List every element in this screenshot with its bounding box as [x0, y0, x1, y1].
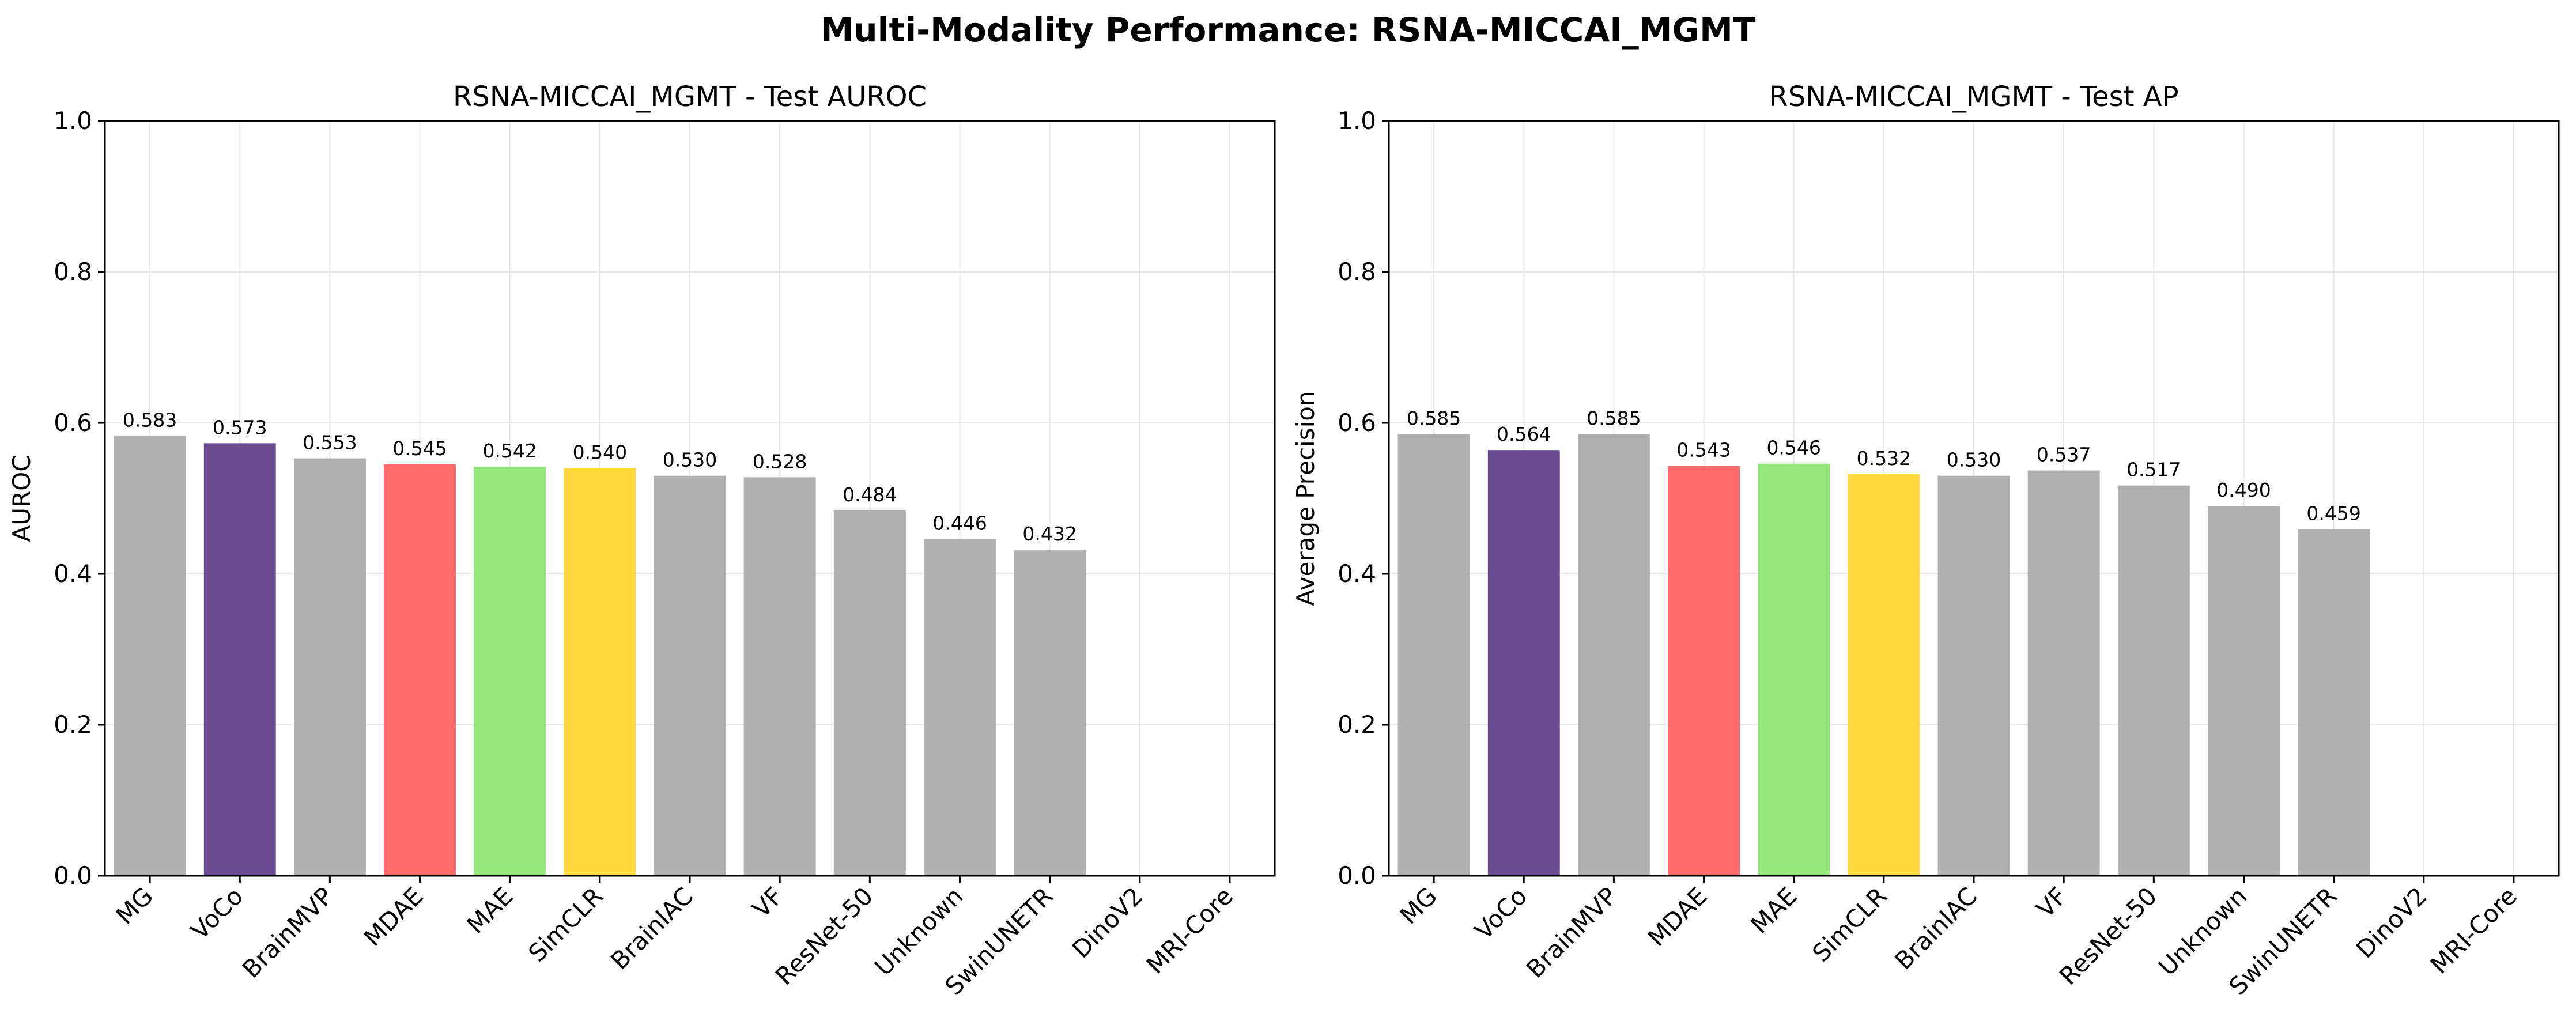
auroc-ytick-label: 1.0 — [54, 107, 92, 135]
ap-bar-swinunetr — [2298, 529, 2370, 876]
ap-bar-simclr — [1848, 474, 1920, 876]
auroc-xtick-label: MG — [111, 882, 158, 929]
auroc-bar-mdae — [384, 464, 456, 876]
ap-xtick-label: MRI-Core — [2425, 882, 2522, 979]
auroc-xtick-label: DinoV2 — [1067, 882, 1149, 963]
ap-ytick-label: 0.4 — [1338, 559, 1376, 588]
ap-xtick-label: VoCo — [1470, 882, 1533, 945]
auroc-bar-unknown — [924, 539, 996, 876]
ap-bar-unknown — [2208, 506, 2280, 876]
auroc-xtick-label: MDAE — [358, 882, 429, 952]
ap-panel-title: RSNA-MICCAI_MGMT - Test AP — [1769, 81, 2178, 113]
ap-xtick-label: DinoV2 — [2351, 882, 2433, 963]
auroc-bar-swinunetr — [1014, 550, 1086, 876]
ap-xtick-label: MDAE — [1642, 882, 1713, 952]
ap-value-label: 0.532 — [1857, 447, 1911, 470]
auroc-value-label: 0.484 — [843, 483, 897, 506]
auroc-xtick-label: ResNet-50 — [770, 882, 878, 990]
auroc-xtick-label: BrainMVP — [237, 882, 338, 983]
ap-bar-brainiac — [1937, 475, 2010, 876]
ap-ytick-label: 0.2 — [1338, 710, 1376, 739]
ap-bar-mae — [1758, 463, 1830, 876]
auroc-value-label: 0.573 — [213, 416, 267, 438]
auroc-xtick-label: BrainIAC — [605, 882, 698, 975]
ap-xtick-label: BrainMVP — [1521, 882, 1622, 983]
auroc-value-label: 0.530 — [663, 449, 717, 471]
ap-xtick-label: VF — [2031, 882, 2072, 923]
auroc-value-label: 0.528 — [753, 450, 807, 472]
ap-bar-brainmvp — [1577, 434, 1650, 876]
auroc-bar-brainmvp — [293, 458, 366, 876]
ap-ytick-label: 0.8 — [1338, 258, 1376, 286]
ap-value-label: 0.530 — [1947, 449, 2001, 471]
ap-value-label: 0.546 — [1766, 437, 1820, 459]
ap-ytick-label: 0.6 — [1338, 409, 1376, 437]
ap-xtick-label: ResNet-50 — [2054, 882, 2162, 990]
auroc-bar-brainiac — [654, 475, 726, 876]
ap-ylabel: Average Precision — [1291, 391, 1320, 606]
auroc-bar-mg — [114, 436, 186, 876]
auroc-value-label: 0.542 — [482, 440, 537, 462]
figure-suptitle: Multi-Modality Performance: RSNA-MICCAI_… — [821, 10, 1756, 50]
auroc-value-label: 0.553 — [303, 432, 357, 454]
auroc-xtick-label: VoCo — [186, 882, 249, 945]
ap-bar-resnet-50 — [2117, 485, 2190, 876]
ap-bar-vf — [2027, 470, 2100, 876]
ap-bar-voco — [1487, 450, 1560, 876]
ap-value-label: 0.537 — [2037, 444, 2091, 466]
auroc-ytick-label: 0.0 — [54, 861, 92, 890]
ap-value-label: 0.490 — [2216, 479, 2271, 501]
ap-panel: 0.585 0.564 0.585 0.543 0.546 0.532 0.530 0.537… — [1291, 81, 2560, 1001]
auroc-ytick-label: 0.6 — [54, 409, 92, 437]
ap-ytick-label: 1.0 — [1338, 107, 1376, 135]
ap-xtick-label: MG — [1395, 882, 1442, 929]
ap-xtick-label: MAE — [1745, 882, 1802, 939]
auroc-xtick-label: SimCLR — [523, 882, 609, 967]
ap-value-label: 0.585 — [1587, 407, 1641, 430]
auroc-bar-mae — [474, 466, 546, 876]
ap-ytick-label: 0.0 — [1338, 861, 1376, 890]
auroc-value-label: 0.540 — [573, 441, 627, 464]
auroc-panel: 0.583 0.573 0.553 0.545 0.542 0.540 0.530 0.528… — [7, 81, 1276, 1001]
ap-value-label: 0.459 — [2306, 502, 2360, 525]
ap-value-label: 0.517 — [2126, 459, 2181, 481]
auroc-ytick-label: 0.8 — [54, 258, 92, 286]
auroc-ytick-label: 0.4 — [54, 559, 92, 588]
ap-xtick-label: SimCLR — [1807, 882, 1893, 967]
ap-xtick-label: BrainIAC — [1889, 882, 1982, 975]
auroc-value-label: 0.545 — [392, 437, 447, 460]
auroc-value-label: 0.446 — [932, 512, 987, 535]
ap-value-label: 0.585 — [1407, 407, 1461, 430]
auroc-xtick-label: MRI-Core — [1141, 882, 1238, 979]
auroc-value-label: 0.583 — [123, 409, 177, 431]
ap-bar-mg — [1397, 434, 1470, 876]
auroc-ylabel: AUROC — [7, 455, 36, 542]
auroc-bar-resnet-50 — [833, 510, 906, 876]
auroc-xtick-label: VF — [747, 882, 788, 923]
auroc-value-label: 0.432 — [1022, 523, 1077, 545]
ap-value-label: 0.543 — [1676, 439, 1731, 462]
auroc-bar-voco — [203, 443, 276, 876]
auroc-bar-vf — [743, 477, 816, 876]
auroc-xtick-label: MAE — [461, 882, 518, 939]
ap-bar-mdae — [1668, 466, 1740, 876]
auroc-panel-title: RSNA-MICCAI_MGMT - Test AUROC — [453, 81, 927, 113]
ap-value-label: 0.564 — [1497, 423, 1551, 445]
auroc-ytick-label: 0.2 — [54, 710, 92, 739]
auroc-bar-simclr — [564, 468, 636, 876]
